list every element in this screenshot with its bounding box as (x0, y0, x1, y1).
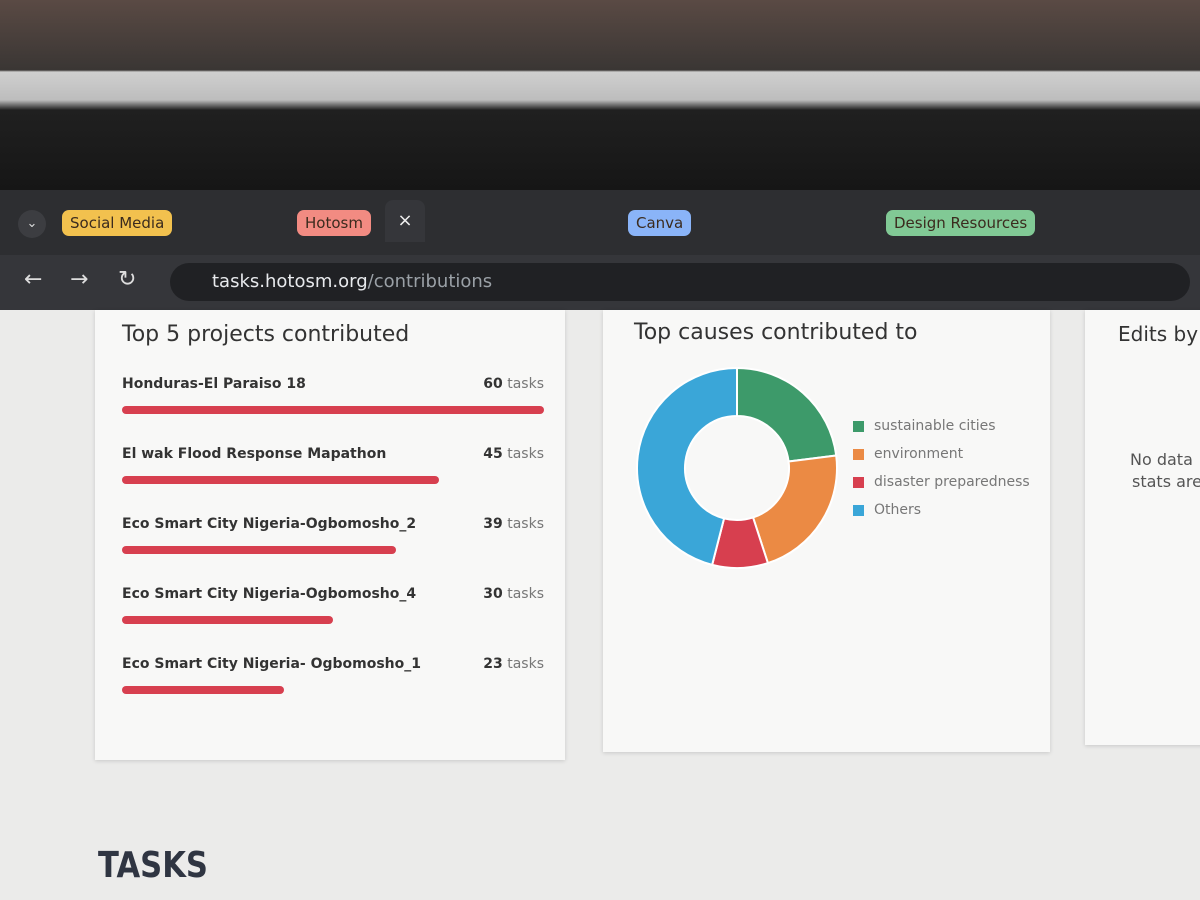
legend-swatch (853, 477, 864, 488)
forward-button[interactable]: → (70, 267, 89, 292)
legend-label: environment (874, 446, 964, 462)
tab-menu[interactable]: ⌄ (18, 210, 46, 238)
donut-segment (736, 366, 838, 463)
project-bar (122, 406, 544, 414)
project-name: Eco Smart City Nigeria-Ogbomosho_2 (122, 516, 417, 532)
count-unit: tasks (507, 656, 544, 672)
back-button[interactable]: ← (24, 267, 43, 292)
tab-group[interactable]: Hotosm (297, 210, 371, 236)
donut-segment (636, 366, 738, 567)
legend-label: disaster preparedness (874, 474, 1030, 490)
donut-segment (751, 454, 838, 565)
url-host: tasks.hotosm.org (212, 271, 368, 292)
legend-label: Others (874, 502, 922, 518)
project-count: 45 tasks (424, 446, 544, 462)
url-field[interactable]: tasks.hotosm.org/contributions (170, 263, 1190, 301)
count-unit: tasks (507, 446, 544, 462)
project-name: Eco Smart City Nigeria-Ogbomosho_4 (122, 586, 417, 602)
count-unit: tasks (507, 586, 544, 602)
count-unit: tasks (507, 376, 544, 392)
section-title: TASKS (98, 845, 208, 886)
project-count: 23 tasks (424, 656, 544, 672)
project-bar (122, 476, 439, 484)
legend-label: sustainable cities (874, 418, 996, 434)
card-title: Top 5 projects contributed (122, 322, 410, 347)
reload-button[interactable]: ↻ (118, 267, 137, 292)
donut-chart (636, 366, 838, 569)
project-name: Honduras-El Paraiso 18 (122, 376, 306, 392)
count-value: 39 (483, 516, 503, 532)
tab-group[interactable]: Social Media (62, 210, 173, 236)
project-bar (122, 546, 397, 554)
url-path: /contributions (367, 271, 493, 292)
tab-group[interactable]: Design Resources (886, 210, 1036, 236)
monitor-bezel (0, 0, 1200, 190)
project-count: 30 tasks (424, 586, 544, 602)
count-value: 23 (483, 656, 503, 672)
legend-swatch (853, 421, 864, 432)
legend-swatch (853, 505, 864, 516)
project-bar (122, 616, 333, 624)
count-value: 60 (483, 376, 503, 392)
empty-message: stats are (1132, 472, 1200, 491)
project-count: 60 tasks (424, 376, 544, 392)
count-value: 45 (483, 446, 503, 462)
tab-group[interactable]: Canva (628, 210, 692, 236)
active-tab-close[interactable]: × (385, 200, 425, 242)
project-bar (122, 686, 284, 694)
card-title: Top causes contributed to (634, 320, 918, 345)
project-name: El wak Flood Response Mapathon (122, 446, 387, 462)
edits-card: Edits by No data stats are (1085, 310, 1200, 745)
causes-card: Top causes contributed to sustainable ci… (603, 310, 1050, 752)
page-content: Top 5 projects contributed Honduras-El P… (0, 310, 1200, 900)
count-unit: tasks (507, 516, 544, 532)
tab-bar: ⌄ Social Media Hotosm × Canva Design Res… (0, 190, 1200, 255)
project-count: 39 tasks (424, 516, 544, 532)
address-bar-row: ← → ↻ tasks.hotosm.org/contributions (0, 255, 1200, 310)
empty-message: No data (1130, 450, 1193, 469)
project-name: Eco Smart City Nigeria- Ogbomosho_1 (122, 656, 422, 672)
legend-swatch (853, 449, 864, 460)
card-title: Edits by (1118, 322, 1199, 346)
count-value: 30 (483, 586, 503, 602)
projects-card: Top 5 projects contributed Honduras-El P… (95, 310, 565, 760)
